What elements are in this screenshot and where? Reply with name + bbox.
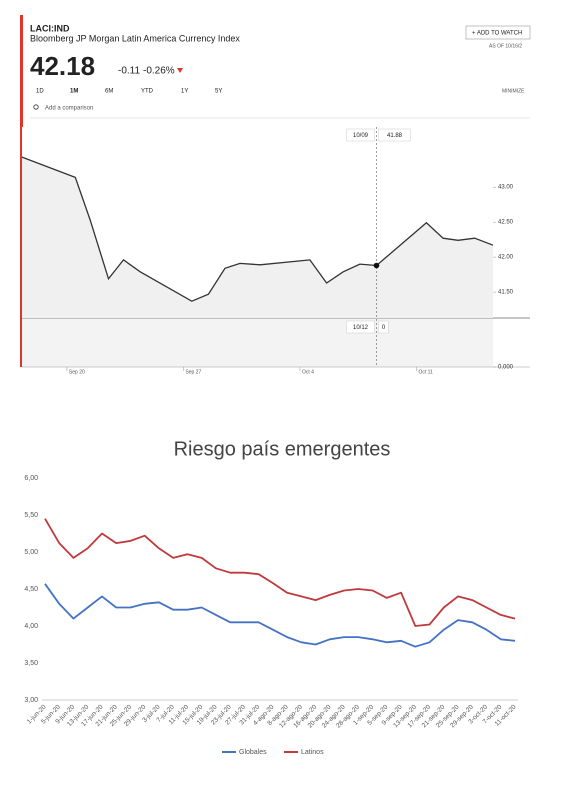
range-button[interactable]: 1Y — [181, 89, 188, 95]
watch-button[interactable] — [465, 25, 531, 40]
price-chart: BloombergMarkets43.0042.5042.0041.500.00… — [21, 127, 530, 375]
risk-chart: Riesgo país emergentes 6,00 5,50 5,00 4,50 4,… — [24, 438, 518, 756]
chart-title: Riesgo país emergentes — [174, 438, 391, 460]
y-tick-label: 5,00 — [24, 549, 38, 556]
y-tick-label: 4,50 — [24, 586, 38, 593]
crosshair-lower-date: 10/12 — [353, 325, 369, 331]
accent-bar — [20, 15, 23, 367]
y-tick-label: 41.50 — [498, 290, 514, 296]
range-button[interactable]: YTD — [141, 89, 154, 95]
y-tick-label: 43.00 — [498, 185, 514, 191]
volume-panel — [22, 318, 493, 367]
x-tick-label: Sep 27 — [185, 369, 201, 375]
y-tick-label: 5,50 — [24, 512, 38, 519]
y-tick-label: 4,00 — [24, 623, 38, 630]
crosshair-point — [373, 262, 380, 269]
ticker: LACI:IND — [30, 23, 70, 33]
price: 42.18 — [30, 51, 95, 81]
search-input[interactable]: Add a comparison — [45, 106, 93, 112]
minimize[interactable]: MINIMIZE — [502, 88, 525, 94]
range-button[interactable]: 1D — [36, 89, 44, 95]
range-button[interactable]: 5Y — [215, 89, 222, 95]
price-line — [21, 156, 494, 302]
crosshair-date: 10/09 — [353, 133, 369, 139]
x-tick-label: Sep 20 — [69, 369, 85, 375]
change: -0.11 — [118, 66, 140, 77]
watch-label[interactable]: + ADD TO WATCH — [472, 31, 522, 37]
search-icon — [33, 104, 39, 110]
series-line — [44, 518, 516, 627]
crosshair-value-box — [378, 128, 411, 142]
crosshair-date-box — [346, 128, 375, 142]
series-line — [44, 583, 516, 648]
x-tick-label: Oct 11 — [418, 369, 433, 375]
crosshair-volume: 0 — [382, 325, 386, 331]
change-pct: -0.26% — [143, 66, 175, 77]
y-tick-label: 42.00 — [498, 255, 514, 261]
index-name: Bloomberg JP Morgan Latin America Curren… — [30, 33, 240, 43]
crosshair-lower-date-box — [346, 320, 375, 334]
crosshair-volume-box — [378, 320, 389, 334]
crosshair-value: 41.88 — [387, 133, 403, 139]
legend-label: Latinos — [301, 749, 324, 756]
range-button[interactable]: 6M — [105, 89, 113, 95]
down-arrow — [177, 68, 183, 73]
legend-label: Globales — [239, 749, 267, 756]
range-button[interactable]: 1M — [70, 89, 78, 95]
volume-tick-label: 0.000 — [498, 365, 514, 371]
area — [22, 157, 493, 318]
y-tick-label: 42.50 — [498, 220, 514, 226]
y-tick-label: 6,00 — [24, 475, 38, 482]
as-of: AS OF 10/16/2 — [489, 43, 522, 49]
x-tick-label: Oct 4 — [302, 369, 314, 375]
range-buttons: 1D 1M 6M YTD 1Y 5Y — [36, 89, 222, 95]
y-tick-label: 3,00 — [24, 697, 38, 704]
y-tick-label: 3,50 — [24, 660, 38, 667]
